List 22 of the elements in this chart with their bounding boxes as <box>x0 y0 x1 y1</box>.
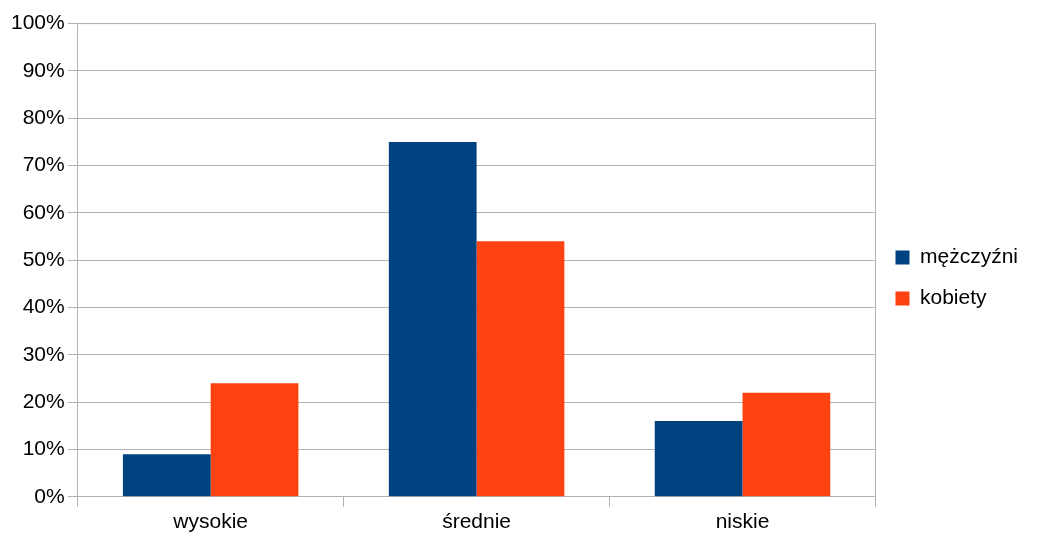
bar <box>388 141 477 497</box>
y-tick-label: 70% <box>22 152 65 176</box>
y-tick-label: 100% <box>10 10 65 34</box>
bar <box>476 241 565 497</box>
x-tick-label: niskie <box>715 509 770 533</box>
bar <box>122 454 211 497</box>
y-tick-label: 0% <box>34 483 65 507</box>
x-tick-label: wysokie <box>172 509 249 533</box>
legend-label: mężczyźni <box>919 244 1019 268</box>
y-tick-label: 50% <box>22 247 65 270</box>
y-tick-label: 30% <box>22 341 65 365</box>
bar <box>654 421 743 497</box>
bar <box>742 392 831 497</box>
bar <box>210 383 299 497</box>
y-tick-label: 10% <box>22 436 65 460</box>
y-tick-label: 90% <box>22 57 65 81</box>
y-tick-label: 60% <box>22 199 65 223</box>
y-tick-label: 40% <box>22 294 65 318</box>
y-tick-label: 20% <box>22 388 65 412</box>
x-tick-label: średnie <box>442 509 512 533</box>
legend-label: kobiety <box>919 285 988 309</box>
y-tick-label: 80% <box>22 105 65 129</box>
